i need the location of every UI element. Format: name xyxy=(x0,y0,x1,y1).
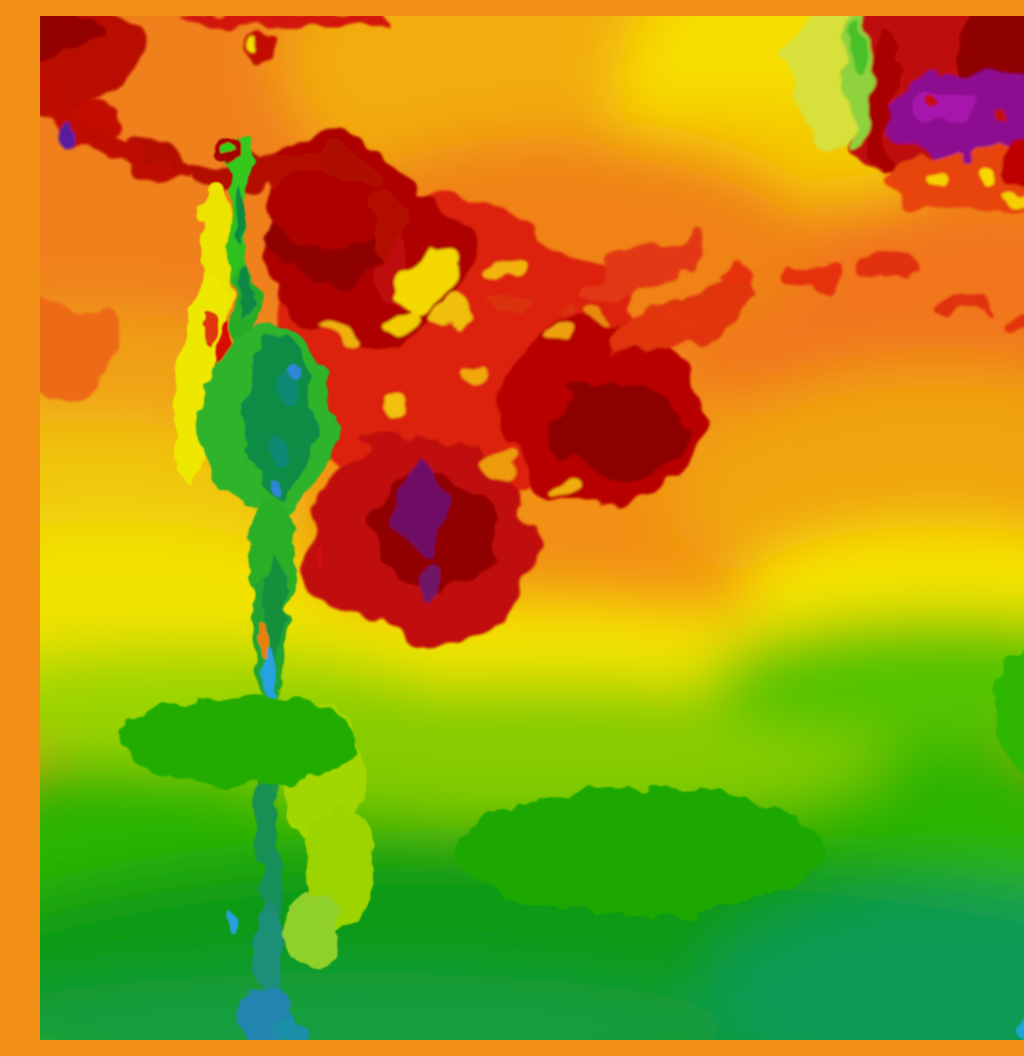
heat-blob xyxy=(418,553,446,609)
heat-blob xyxy=(545,336,575,356)
heat-blob xyxy=(275,372,299,404)
heat-blob xyxy=(315,149,385,183)
heat-blob xyxy=(257,625,267,661)
heat-blob xyxy=(496,297,524,315)
heat-blob xyxy=(460,786,820,916)
heat-blob xyxy=(437,304,473,328)
purple-speck xyxy=(69,119,85,133)
heat-blob xyxy=(995,641,1024,775)
heat-blob xyxy=(40,973,740,1040)
cool-green-speck xyxy=(222,143,236,155)
heat-blob xyxy=(120,696,360,786)
heat-blob xyxy=(860,257,920,275)
heat-blob xyxy=(395,266,455,306)
heat-blob xyxy=(376,401,404,421)
heat-blob xyxy=(454,360,486,382)
purple-heat-core xyxy=(398,461,438,551)
heat-blob xyxy=(547,383,683,479)
heat-blob xyxy=(848,18,872,70)
heat-blob xyxy=(936,292,984,310)
heat-blob xyxy=(204,310,216,346)
heat-blob xyxy=(378,300,422,332)
heat-blob xyxy=(1000,308,1024,324)
heat-blob xyxy=(40,16,94,61)
heat-blob xyxy=(714,269,766,287)
heat-blob xyxy=(242,338,314,494)
heat-blob xyxy=(1015,184,1024,202)
heat-blob xyxy=(318,551,330,571)
heat-blob xyxy=(91,136,149,166)
heat-blob xyxy=(983,159,1007,177)
heat-blob xyxy=(950,16,1024,86)
andes-cold-blue-speck xyxy=(224,909,234,929)
surface-details xyxy=(120,641,1024,1040)
heat-blob xyxy=(710,616,1024,746)
heat-blob xyxy=(933,86,953,102)
heat-blob xyxy=(970,111,1024,151)
heat-blob xyxy=(287,363,299,377)
temperature-map-stage xyxy=(40,16,1024,1040)
heat-blob xyxy=(880,26,896,86)
heat-blob xyxy=(265,556,283,656)
heat-blob xyxy=(270,480,280,492)
heat-blob xyxy=(574,239,706,303)
heat-blob xyxy=(260,846,284,926)
central-america-ribbon xyxy=(40,65,75,117)
heat-blob xyxy=(989,117,1007,131)
temperature-heatmap xyxy=(40,16,1024,1040)
heat-blob xyxy=(268,438,288,466)
heat-blob xyxy=(284,890,340,966)
heat-blob xyxy=(250,161,330,191)
top-edge-hot-strip xyxy=(185,16,395,30)
heat-blob xyxy=(662,308,698,324)
heat-blob xyxy=(553,308,577,324)
heat-blob xyxy=(254,906,286,1006)
heat-blob xyxy=(40,296,120,396)
heat-blob xyxy=(700,886,1024,1040)
heat-blob xyxy=(788,263,832,279)
heat-blob xyxy=(235,186,247,246)
heat-blob xyxy=(1015,138,1024,174)
heat-blob xyxy=(492,254,528,278)
heat-blob xyxy=(926,168,954,188)
andes-cold-blue-streak xyxy=(263,648,275,704)
heat-blob xyxy=(132,159,188,183)
heat-blob xyxy=(249,41,261,51)
heat-blob xyxy=(548,478,572,494)
heat-blob xyxy=(327,327,353,345)
heat-blob xyxy=(238,263,250,319)
heat-blob xyxy=(212,681,892,821)
heat-blob xyxy=(481,457,509,475)
hot-landmass-field xyxy=(40,16,1024,646)
heat-blob xyxy=(588,308,612,324)
